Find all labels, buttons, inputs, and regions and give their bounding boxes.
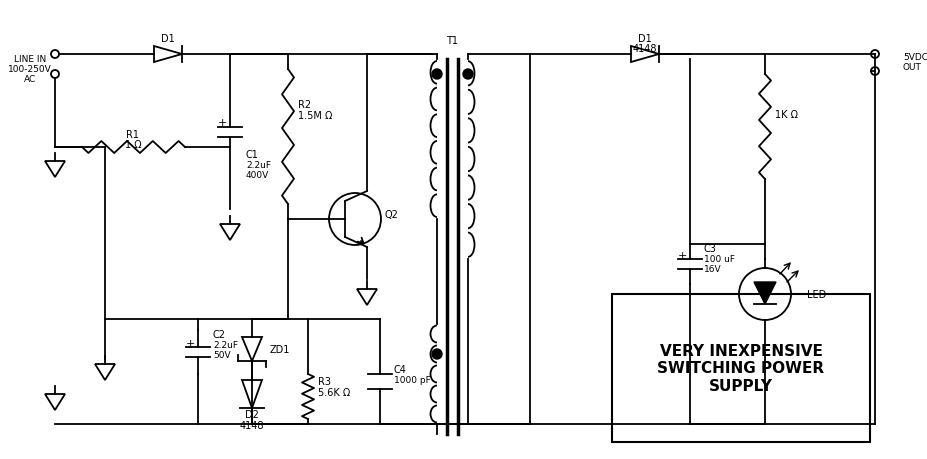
Text: 2.2uF: 2.2uF — [213, 341, 237, 350]
Text: Q2: Q2 — [385, 210, 399, 219]
Circle shape — [463, 70, 473, 80]
Text: ZD1: ZD1 — [270, 344, 290, 354]
Text: 1K Ω: 1K Ω — [774, 110, 797, 120]
Circle shape — [432, 349, 441, 359]
Text: +: + — [185, 338, 195, 348]
Text: R3: R3 — [318, 376, 331, 386]
Text: 4148: 4148 — [239, 420, 264, 430]
Text: C1: C1 — [246, 150, 259, 160]
Text: +: + — [677, 251, 686, 260]
Text: 1 Ω: 1 Ω — [124, 140, 141, 150]
Text: 5.6K Ω: 5.6K Ω — [318, 387, 349, 397]
Text: C3: C3 — [704, 243, 716, 253]
Text: AC: AC — [24, 75, 36, 84]
Text: T1: T1 — [446, 36, 458, 46]
Text: 1000 pF: 1000 pF — [394, 375, 430, 385]
Text: 100 uF: 100 uF — [704, 255, 734, 264]
Text: 100-250V: 100-250V — [8, 65, 52, 74]
Text: D1: D1 — [638, 34, 651, 44]
Text: 400V: 400V — [246, 171, 269, 180]
Text: 1.5M Ω: 1.5M Ω — [298, 111, 332, 121]
Text: OUT: OUT — [902, 63, 921, 73]
Text: 16V: 16V — [704, 265, 721, 274]
Text: C2: C2 — [213, 329, 226, 339]
Text: R2: R2 — [298, 100, 311, 110]
Text: 5VDC: 5VDC — [902, 52, 927, 62]
Text: R1: R1 — [126, 130, 139, 140]
Text: C4: C4 — [394, 364, 406, 374]
Text: VERY INEXPENSIVE
SWITCHING POWER
SUPPLY: VERY INEXPENSIVE SWITCHING POWER SUPPLY — [656, 343, 824, 393]
Text: D1: D1 — [161, 34, 174, 44]
Text: LINE IN: LINE IN — [14, 56, 46, 64]
Text: LED: LED — [806, 289, 825, 299]
Text: +: + — [217, 118, 226, 128]
Text: 4148: 4148 — [632, 44, 656, 54]
Text: D2: D2 — [245, 409, 259, 419]
Polygon shape — [753, 282, 775, 304]
Text: 50V: 50V — [213, 351, 231, 360]
Circle shape — [432, 70, 441, 80]
Text: 2.2uF: 2.2uF — [246, 161, 271, 170]
